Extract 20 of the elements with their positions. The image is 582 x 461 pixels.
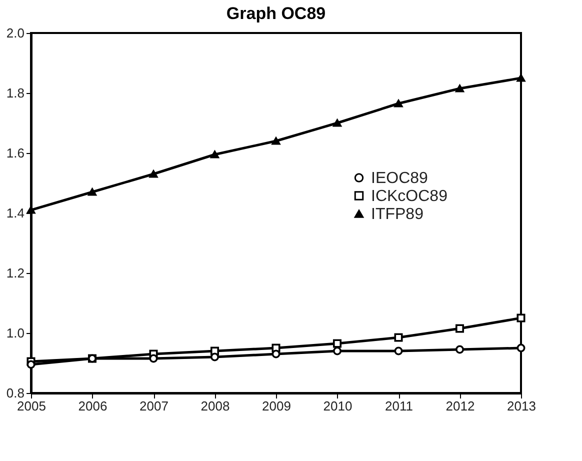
x-tick-label: 2009: [262, 398, 291, 414]
x-tick-label: 2007: [140, 398, 168, 414]
y-tick-label: 1.2: [6, 266, 24, 280]
legend-label: ICKcOC89: [371, 188, 448, 205]
x-tick-label: 2011: [385, 398, 413, 414]
x-tick-label: 2012: [446, 398, 475, 414]
legend-label: ITFP89: [371, 206, 424, 223]
x-tick-label: 2013: [507, 398, 536, 414]
y-tick-label: 1.8: [6, 86, 24, 100]
y-tick-label: 1.4: [6, 206, 24, 220]
x-tick-label: 2005: [17, 398, 46, 414]
y-tick-label: 2.0: [6, 26, 24, 40]
x-tick-label: 2008: [200, 398, 230, 414]
legend-label: IEOC89: [371, 170, 428, 187]
x-tick-label: 2010: [323, 398, 352, 414]
y-tick-label: 1.0: [6, 326, 24, 340]
y-tick-label: 1.6: [6, 146, 24, 160]
y-tick-label: 0.8: [6, 386, 24, 400]
x-tick-label: 2006: [78, 398, 108, 414]
chart-title: Graph OC89: [226, 4, 326, 23]
